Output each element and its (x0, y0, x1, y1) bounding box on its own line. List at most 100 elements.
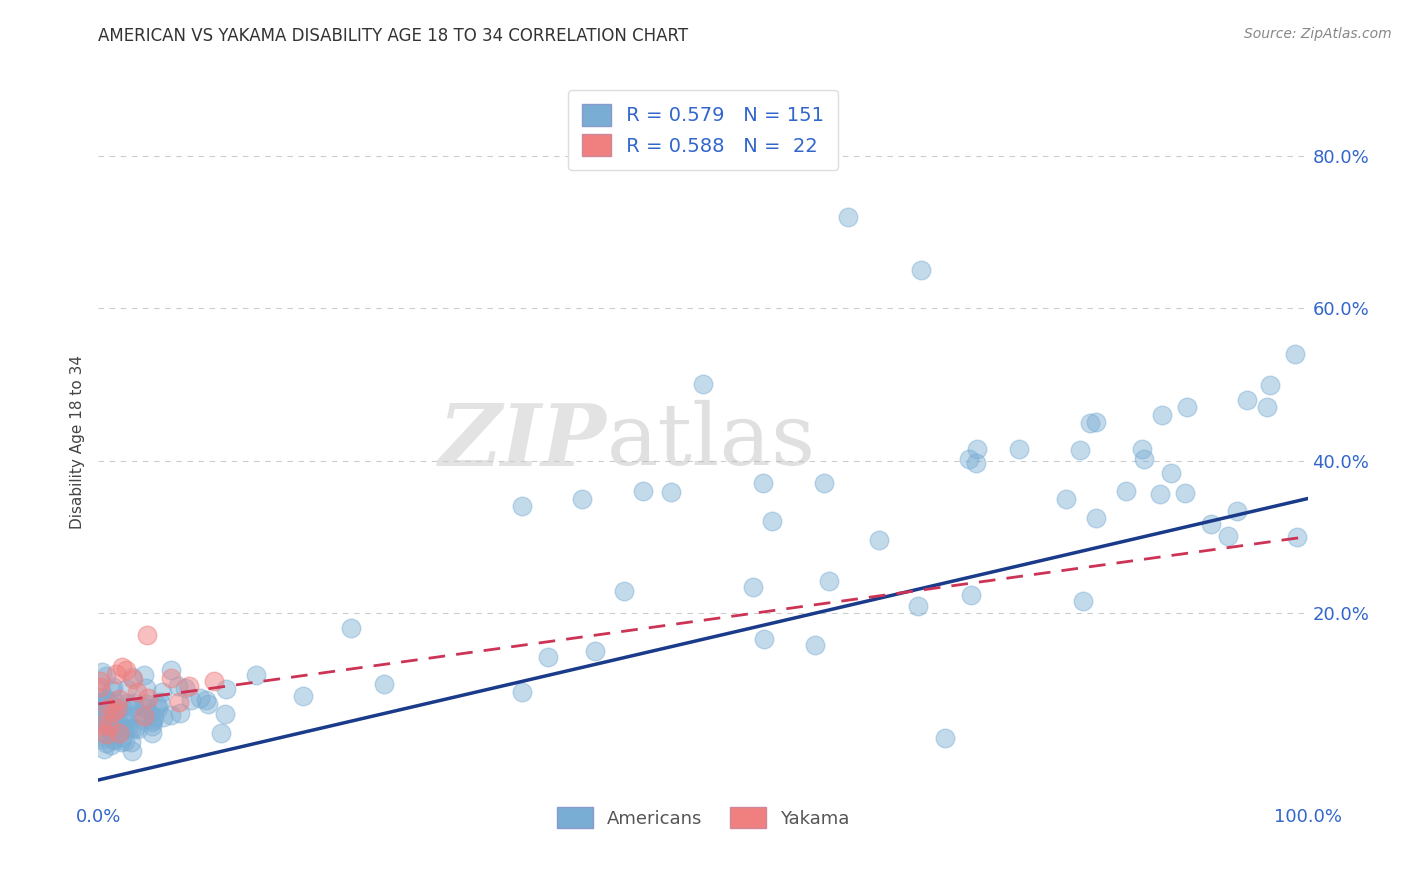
Point (868, 533, 890, 548)
Point (104, 707, 127, 722)
Point (114, 733, 136, 747)
Point (1160, 467, 1182, 481)
Point (101, 728, 124, 742)
Point (135, 681, 157, 695)
Point (188, 691, 211, 706)
Point (1130, 442, 1153, 457)
Point (89, 680, 111, 694)
Point (94, 692, 117, 706)
Point (152, 710, 174, 724)
Point (114, 723, 136, 737)
Point (91, 696, 114, 710)
Point (93, 741, 115, 756)
Point (127, 685, 149, 699)
Point (101, 705, 124, 719)
Point (105, 723, 128, 738)
Point (1175, 401, 1198, 415)
Point (174, 681, 197, 696)
Point (93, 704, 115, 718)
Point (373, 677, 395, 691)
Point (152, 684, 174, 698)
Point (1256, 401, 1278, 415)
Point (100, 706, 122, 720)
Point (103, 704, 125, 718)
Point (110, 735, 132, 749)
Point (89, 729, 111, 743)
Point (101, 732, 124, 747)
Point (124, 721, 146, 735)
Point (537, 649, 560, 664)
Point (1236, 392, 1258, 407)
Point (166, 679, 188, 693)
Point (104, 667, 127, 681)
Point (94, 707, 117, 722)
Point (135, 701, 157, 715)
Point (214, 707, 236, 722)
Point (97, 719, 120, 733)
Point (122, 697, 145, 711)
Point (214, 681, 236, 696)
Point (112, 730, 135, 744)
Point (1174, 486, 1197, 500)
Point (149, 695, 172, 709)
Point (94, 726, 117, 740)
Point (135, 628, 157, 642)
Point (115, 681, 138, 696)
Point (612, 584, 634, 599)
Point (101, 682, 124, 697)
Point (108, 726, 131, 740)
Point (134, 708, 156, 723)
Point (1115, 483, 1137, 498)
Point (94, 669, 117, 683)
Point (97, 700, 120, 714)
Point (169, 706, 191, 721)
Point (89, 704, 111, 718)
Point (1216, 529, 1239, 543)
Point (93, 706, 115, 720)
Point (813, 476, 835, 491)
Y-axis label: Disability Age 18 to 34: Disability Age 18 to 34 (69, 354, 84, 529)
Point (132, 667, 155, 681)
Point (141, 725, 163, 739)
Point (89, 694, 111, 708)
Point (761, 514, 783, 528)
Point (108, 715, 131, 730)
Point (100, 709, 122, 723)
Point (100, 738, 122, 752)
Point (180, 693, 202, 707)
Point (101, 694, 124, 708)
Point (965, 456, 987, 470)
Point (742, 581, 765, 595)
Point (90, 707, 112, 722)
Point (169, 695, 191, 709)
Point (1260, 377, 1282, 392)
Point (90, 706, 112, 721)
Point (114, 713, 136, 727)
Point (91, 665, 114, 679)
Point (135, 697, 157, 711)
Point (1054, 491, 1077, 506)
Point (90, 731, 112, 746)
Point (100, 723, 122, 737)
Point (837, 210, 859, 224)
Point (132, 713, 155, 727)
Point (1008, 442, 1031, 456)
Point (141, 714, 163, 729)
Point (197, 697, 219, 711)
Point (91, 712, 114, 726)
Point (292, 689, 315, 703)
Point (89, 690, 111, 705)
Point (127, 722, 149, 736)
Text: ZIP: ZIP (439, 400, 606, 483)
Point (957, 452, 980, 467)
Point (141, 713, 163, 727)
Text: AMERICAN VS YAKAMA DISABILITY AGE 18 TO 34 CORRELATION CHART: AMERICAN VS YAKAMA DISABILITY AGE 18 TO … (98, 27, 689, 45)
Point (583, 644, 606, 658)
Text: Source: ZipAtlas.com: Source: ZipAtlas.com (1244, 27, 1392, 41)
Point (1071, 594, 1094, 608)
Point (1149, 487, 1171, 501)
Point (1285, 530, 1308, 544)
Point (90, 699, 112, 714)
Point (91, 696, 114, 710)
Point (96, 700, 118, 714)
